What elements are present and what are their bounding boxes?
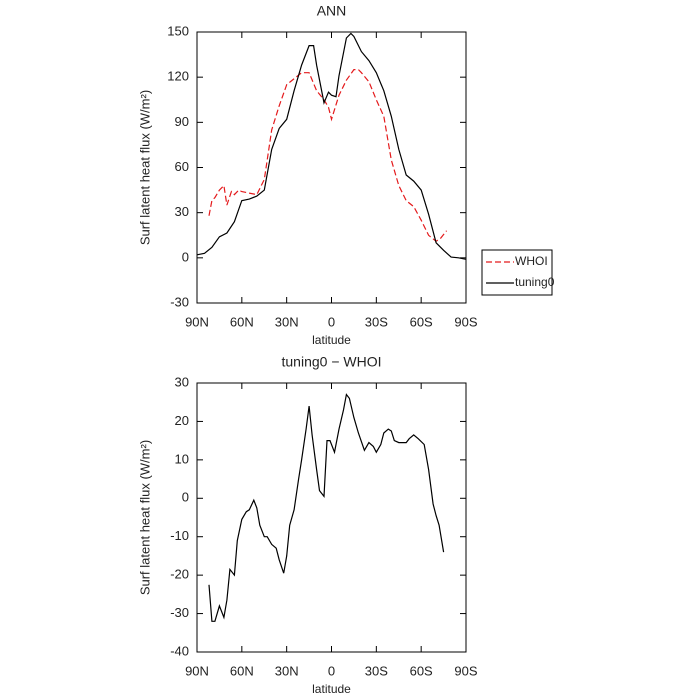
legend-label: WHOI [515,254,548,268]
x-tick-label: 60S [410,314,433,329]
chart-title: tuning0 − WHOI [282,354,382,370]
x-tick-label: 0 [328,314,335,329]
plot-frame [196,31,467,304]
x-tick-label: 90N [185,314,209,329]
y-tick-label: -40 [170,643,189,658]
data-line [196,32,467,260]
data-line [208,393,445,622]
y-tick-label: 0 [182,490,189,505]
x-tick-label: 0 [328,663,335,678]
legend-box [481,249,553,296]
y-tick-label: 120 [167,69,189,84]
chart-title: ANN [317,3,347,19]
y-tick-label: 60 [175,159,189,174]
y-tick-label: 90 [175,114,189,129]
plot-frame [196,382,467,653]
x-tick-label: 60S [410,663,433,678]
x-tick-label: 90S [454,314,477,329]
x-tick-label: 60N [230,663,254,678]
y-axis-label: Surf latent heat flux (W/m²) [137,90,152,245]
legend-label: tuning0 [515,275,555,289]
y-tick-label: 30 [175,374,189,389]
x-tick-label: 60N [230,314,254,329]
y-tick-label: -30 [170,294,189,309]
y-tick-label: -20 [170,567,189,582]
y-tick-label: 0 [182,249,189,264]
x-axis-label: latitude [312,682,351,696]
x-tick-label: 30S [365,663,388,678]
x-tick-label: 30S [365,314,388,329]
y-tick-label: -10 [170,528,189,543]
x-tick-label: 90N [185,663,209,678]
y-tick-label: -30 [170,605,189,620]
data-line [208,69,448,243]
y-tick-label: 150 [167,23,189,38]
y-tick-label: 20 [175,413,189,428]
x-tick-label: 30N [275,663,299,678]
x-tick-label: 90S [454,663,477,678]
y-tick-label: 10 [175,451,189,466]
x-tick-label: 30N [275,314,299,329]
y-axis-label: Surf latent heat flux (W/m²) [137,440,152,595]
y-tick-label: 30 [175,204,189,219]
x-axis-label: latitude [312,333,351,347]
